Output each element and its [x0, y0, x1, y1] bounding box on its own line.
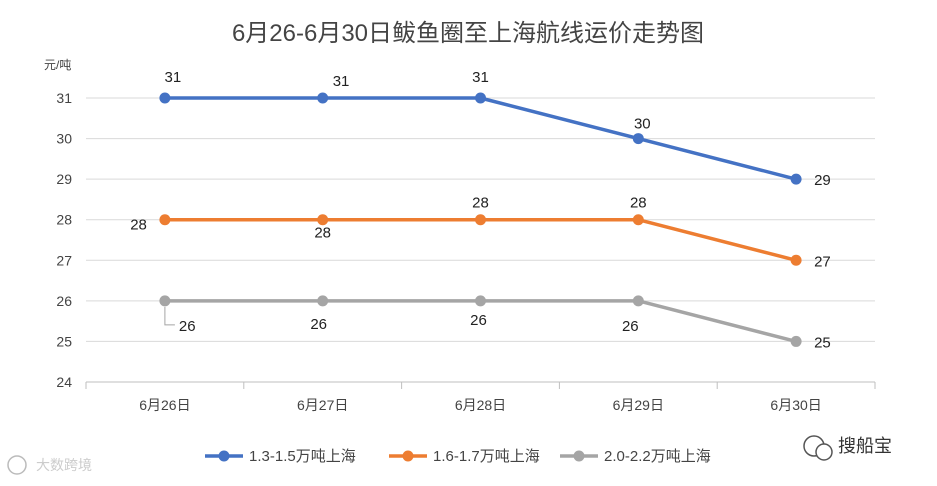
data-point — [790, 335, 802, 347]
chart-title: 6月26-6月30日鲅鱼圈至上海航线运价走势图 — [232, 20, 704, 47]
watermark-right-text: 搜船宝 — [838, 436, 892, 456]
data-label: 28 — [630, 195, 647, 212]
data-label: 29 — [814, 172, 831, 189]
data-point — [317, 214, 329, 226]
legend: 1.3-1.5万吨上海 1.6-1.7万吨上海 2.0-2.2万吨上海 — [205, 448, 711, 465]
data-label: 26 — [310, 316, 327, 333]
data-point — [159, 295, 171, 307]
data-label: 31 — [472, 69, 489, 86]
data-point — [317, 92, 329, 104]
y-tick-label: 25 — [56, 333, 72, 349]
x-tick-label: 6月30日 — [770, 397, 821, 413]
x-tick-label: 6月29日 — [613, 397, 664, 413]
data-point — [475, 295, 486, 307]
axes: 24 25 26 27 28 29 30 31 6月26日 6月27日 6月28日 6月29日 6月30… — [56, 90, 876, 413]
data-label: 31 — [333, 73, 350, 90]
watermark-left-text: 大数跨境 — [36, 457, 92, 473]
x-tick-label: 6月26日 — [139, 397, 190, 413]
data-label: 26 — [470, 312, 487, 329]
legend-swatch-marker — [573, 450, 585, 462]
series-line — [163, 217, 798, 263]
data-label: 26 — [179, 318, 196, 335]
y-tick-label: 26 — [56, 293, 72, 309]
gridlines — [86, 97, 875, 383]
data-point — [317, 295, 329, 307]
data-labels: 31 31 31 30 29 28 28 28 28 27 26 26 26 26 25 — [130, 69, 831, 351]
data-label-leader-line — [164, 306, 175, 326]
wechat-icon-bubble — [815, 443, 833, 461]
y-tick-label: 28 — [56, 212, 72, 228]
legend-entry: 1.6-1.7万吨上海 — [433, 448, 540, 465]
data-point — [159, 214, 171, 226]
weibo-icon — [7, 455, 27, 475]
watermark-right: 搜船宝 — [803, 435, 892, 461]
data-point — [159, 92, 171, 104]
data-label: 28 — [314, 225, 331, 242]
x-tick-label: 6月27日 — [297, 397, 348, 413]
legend-swatch-marker — [402, 450, 414, 462]
data-label: 25 — [814, 334, 831, 351]
y-tick-label: 24 — [56, 374, 72, 390]
x-tick-label: 6月28日 — [455, 397, 506, 413]
legend-entry: 1.3-1.5万吨上海 — [249, 448, 356, 465]
y-tick-label: 30 — [56, 131, 72, 147]
y-tick-label: 31 — [56, 90, 72, 106]
data-label: 28 — [130, 217, 147, 234]
data-point — [475, 92, 486, 104]
watermark-left: 大数跨境 — [7, 455, 92, 475]
data-label: 31 — [165, 69, 182, 86]
data-point — [790, 254, 802, 266]
y-axis-unit: 元/吨 — [44, 58, 71, 72]
series-group — [159, 92, 802, 347]
data-point — [632, 133, 644, 145]
data-label: 27 — [814, 253, 831, 270]
y-tick-label: 29 — [56, 171, 72, 187]
legend-entry: 2.0-2.2万吨上海 — [604, 448, 711, 465]
data-point — [790, 173, 802, 185]
data-point — [475, 214, 486, 226]
legend-swatch-marker — [218, 450, 230, 462]
data-point — [632, 295, 644, 307]
data-point — [632, 214, 644, 226]
data-label: 30 — [634, 116, 651, 133]
data-label: 26 — [622, 318, 639, 335]
data-label: 28 — [472, 195, 489, 212]
y-tick-label: 27 — [56, 252, 72, 268]
